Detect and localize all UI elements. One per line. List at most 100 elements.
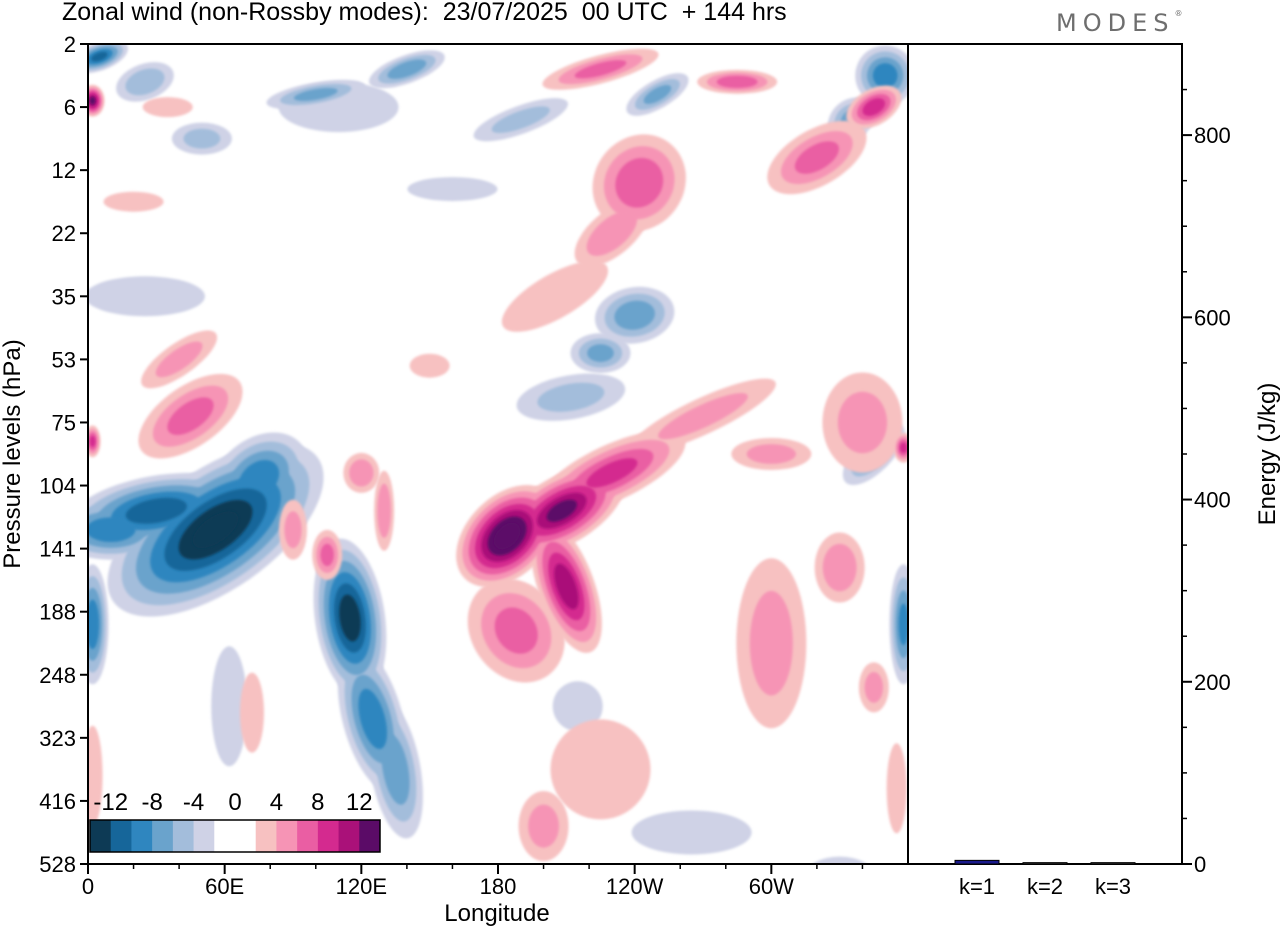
y-tick-label: 528 [39,852,76,877]
y-tick-label: 416 [39,789,76,814]
colorbar-swatch [338,820,360,852]
contour-blob [552,681,603,732]
contour-blob [494,607,538,654]
colorbar-label: 12 [346,789,373,816]
contour-blob [103,191,164,212]
y-axis: 2 6 12 22 35 53 75 104 141 188 248 323 416 528 [39,32,88,877]
contour-blob [142,97,193,118]
contour-blob [284,511,302,549]
colorbar-swatch [110,820,132,852]
contour-blob [240,672,264,753]
logo-text: MODES [1056,9,1175,37]
energy-tick-label: 400 [1194,488,1231,513]
contour-blob [192,511,239,548]
logo-mark: ® [1174,9,1183,18]
contour-blob [91,51,108,62]
y-axis-title: Pressure levels (hPa) [0,339,26,568]
y-tick-label: 323 [39,726,76,751]
y-tick-label: 6 [64,95,76,120]
contour-blob [872,63,898,88]
colorbar: -12 -8 -4 0 4 8 12 [89,789,381,853]
contour-blob [574,60,627,79]
x-axis-title: Longitude [444,900,549,927]
colorbar-swatch [317,820,340,852]
contour-blob [89,96,96,105]
contour-blob [387,59,427,79]
energy-tick-label: 0 [1194,852,1206,877]
colorbar-label: -4 [183,789,204,816]
contour-blob [586,210,638,256]
contour-blob [864,672,884,703]
contour-blob [88,276,205,317]
x-tick-label: 60E [205,874,244,899]
colorbar-label: 8 [311,789,324,816]
contour-blob [886,743,907,834]
colorbar-swatch [214,820,236,852]
chart-title: Zonal wind (non-Rossby modes): 23/07/202… [62,0,787,26]
contour-blob [631,810,752,855]
y-tick-label: 12 [52,158,76,183]
y-tick-label: 104 [39,474,76,499]
y-tick-label: 75 [52,410,76,435]
contour-blob [409,353,450,378]
contour-blob [293,87,338,101]
colorbar-swatch [172,820,195,852]
colorbar-swatch [193,820,215,852]
contour-blob [407,177,498,202]
colorbar-frame [89,819,381,853]
colorbar-swatch [255,820,277,852]
contour-blob [125,68,165,96]
contour-blob [493,522,521,550]
colorbar-swatch [152,820,174,852]
x-axis: 0 60E 120E 180 120W 60W [82,864,864,899]
energy-axis: 0 200 400 600 800 [1182,88,1231,877]
contour-blob [211,646,248,767]
contour-blob [155,341,203,378]
colorbar-swatch [297,820,319,852]
contour-blob [349,459,374,487]
y-tick-label: 188 [39,600,76,625]
contour-blob [716,75,758,88]
x-tick-label: 60W [749,874,794,899]
contour-blob [381,734,410,805]
contour-blob [587,344,614,362]
contour-blob [125,497,187,524]
contour-blob [167,397,214,435]
x-tick-label: 120E [336,874,387,899]
colorbar-swatch [359,820,381,852]
colorbar-label: 4 [270,789,283,816]
energy-panel-frame [907,43,1183,865]
y-tick-label: 141 [39,537,76,562]
contour-blob [794,141,839,174]
contour-blob [643,84,672,104]
colorbar-swatch [90,820,112,852]
y-tick-label: 248 [39,663,76,688]
contour-blob [377,483,391,538]
energy-bar-label: k=2 [1027,874,1063,899]
modes-logo: MODES® [1056,9,1182,37]
contour-blob [358,688,388,749]
contour-blob [614,300,655,330]
contour-blob [501,260,609,332]
contour-blob [812,856,867,864]
contour-blob [491,106,550,133]
contour-blob [822,543,857,592]
x-tick-label: 0 [82,874,94,899]
energy-bar [1090,862,1136,865]
contour-blob [88,599,100,650]
colorbar-label: -8 [141,789,162,816]
energy-tick-label: 800 [1194,123,1231,148]
y-tick-label: 22 [52,221,76,246]
contour-field [88,44,908,864]
contour-blob [320,543,334,567]
colorbar-label: 0 [228,789,241,816]
x-tick-label: 180 [480,874,517,899]
contour-blob [586,458,638,488]
colorbar-label: -12 [93,789,128,816]
contour-blob [862,98,886,116]
colorbar-swatch [131,820,153,852]
contour-blob [183,128,221,149]
y-tick-label: 35 [52,284,76,309]
contour-blob [749,590,793,696]
contour-blob [89,435,96,447]
